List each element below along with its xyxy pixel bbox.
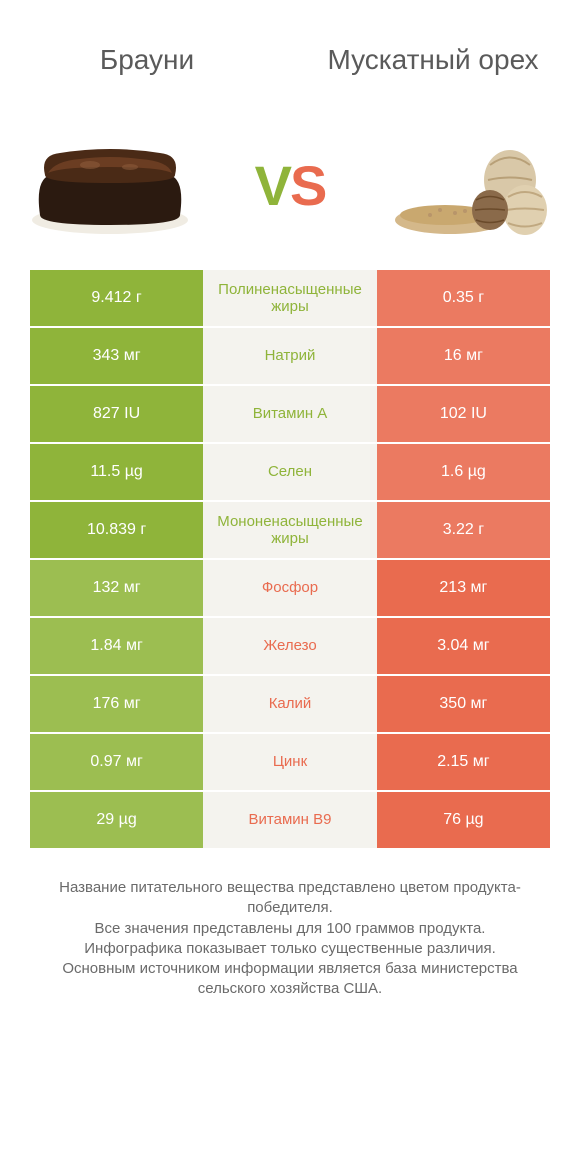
value-left: 176 мг [30, 676, 203, 732]
value-left: 132 мг [30, 560, 203, 616]
table-row: 827 IU Витамин A 102 IU [30, 386, 550, 442]
value-right: 350 мг [377, 676, 550, 732]
value-left: 29 µg [30, 792, 203, 848]
nutrient-label: Железо [203, 618, 377, 674]
table-row: 132 мг Фосфор 213 мг [30, 560, 550, 616]
value-right: 2.15 мг [377, 734, 550, 790]
table-row: 11.5 µg Селен 1.6 µg [30, 444, 550, 500]
table-row: 9.412 г Полиненасыщенные жиры 0.35 г [30, 270, 550, 326]
value-left: 1.84 мг [30, 618, 203, 674]
nutrient-label: Калий [203, 676, 377, 732]
nutrient-label: Цинк [203, 734, 377, 790]
vs-v: V [255, 154, 290, 217]
nutrient-label: Витамин A [203, 386, 377, 442]
vs-label: VS [255, 153, 326, 218]
header: Брауни Мускатный орех [0, 0, 580, 110]
value-right: 76 µg [377, 792, 550, 848]
table-row: 10.839 г Мононенасыщенные жиры 3.22 г [30, 502, 550, 558]
nutrient-label: Натрий [203, 328, 377, 384]
value-left: 827 IU [30, 386, 203, 442]
table-row: 29 µg Витамин B9 76 µg [30, 792, 550, 848]
nutrient-label: Полиненасыщенные жиры [203, 270, 377, 326]
value-left: 0.97 мг [30, 734, 203, 790]
value-right: 1.6 µg [377, 444, 550, 500]
title-right: Мускатный орех [316, 45, 550, 76]
images-row: VS [0, 110, 580, 260]
footer-notes: Название питательного вещества представл… [0, 848, 580, 1000]
value-left: 11.5 µg [30, 444, 203, 500]
nutmeg-image [380, 125, 560, 245]
table-row: 1.84 мг Железо 3.04 мг [30, 618, 550, 674]
title-left: Брауни [30, 45, 264, 76]
footer-line: Основным источником информации является … [30, 959, 550, 1000]
footer-line: Все значения представлены для 100 граммо… [30, 919, 550, 939]
nutrient-label: Витамин B9 [203, 792, 377, 848]
value-right: 16 мг [377, 328, 550, 384]
table-row: 176 мг Калий 350 мг [30, 676, 550, 732]
nutrient-label: Мононенасыщенные жиры [203, 502, 377, 558]
value-left: 10.839 г [30, 502, 203, 558]
value-right: 102 IU [377, 386, 550, 442]
value-right: 213 мг [377, 560, 550, 616]
value-left: 343 мг [30, 328, 203, 384]
value-right: 3.04 мг [377, 618, 550, 674]
nutrient-label: Селен [203, 444, 377, 500]
value-right: 3.22 г [377, 502, 550, 558]
table-row: 0.97 мг Цинк 2.15 мг [30, 734, 550, 790]
brownie-image [20, 125, 200, 245]
value-left: 9.412 г [30, 270, 203, 326]
value-right: 0.35 г [377, 270, 550, 326]
comparison-table: 9.412 г Полиненасыщенные жиры 0.35 г 343… [0, 260, 580, 848]
nutrient-label: Фосфор [203, 560, 377, 616]
footer-line: Инфографика показывает только существенн… [30, 939, 550, 959]
table-row: 343 мг Натрий 16 мг [30, 328, 550, 384]
footer-line: Название питательного вещества представл… [30, 878, 550, 919]
vs-s: S [290, 154, 325, 217]
